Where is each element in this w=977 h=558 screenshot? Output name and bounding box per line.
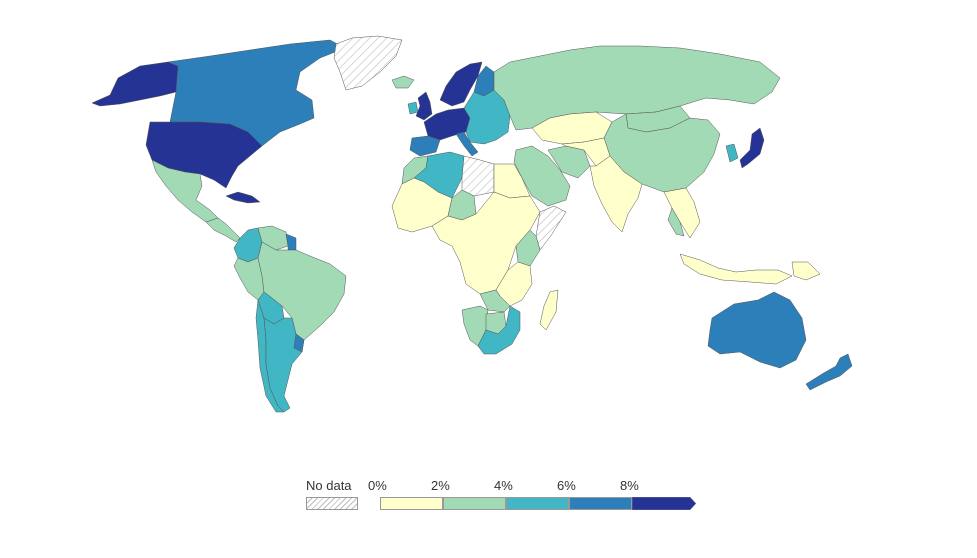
region-guyana[interactable] (285, 233, 297, 251)
legend-tick-4: 4% (494, 478, 513, 493)
region-united-kingdom[interactable] (415, 91, 433, 121)
region-argentina[interactable] (263, 317, 305, 413)
region-libya[interactable] (461, 155, 495, 197)
region-korea[interactable] (725, 143, 739, 163)
region-eastern-europe[interactable] (463, 89, 511, 145)
region-india[interactable] (589, 155, 643, 233)
region-central-america[interactable] (205, 217, 241, 243)
region-australia[interactable] (707, 291, 807, 369)
region-indonesia[interactable] (679, 253, 793, 285)
region-greenland[interactable] (333, 35, 403, 91)
region-italy[interactable] (455, 131, 479, 157)
region-south-africa[interactable] (477, 305, 521, 355)
legend-bin-2 (506, 497, 569, 510)
region-iceland[interactable] (391, 75, 415, 89)
legend-no-data-swatch (306, 497, 358, 510)
region-alaska[interactable] (91, 61, 179, 107)
legend-tick-0: 0% (368, 478, 387, 493)
region-russia[interactable] (493, 45, 781, 131)
color-legend: No data 0% 2% 4% 6% 8% (300, 476, 720, 516)
region-colombia[interactable] (233, 227, 263, 263)
region-papua-new-guinea[interactable] (791, 261, 821, 281)
legend-tick-2: 2% (431, 478, 450, 493)
region-spain[interactable] (409, 135, 441, 157)
legend-bin-4 (632, 497, 696, 510)
legend-tick-6: 6% (557, 478, 576, 493)
world-map (91, 35, 853, 413)
legend-bin-1 (443, 497, 506, 510)
region-madagascar[interactable] (539, 289, 559, 331)
region-mexico[interactable] (151, 159, 219, 223)
region-somalia[interactable] (535, 205, 567, 251)
region-cuba[interactable] (225, 191, 261, 204)
legend-bin-0 (380, 497, 443, 510)
region-ireland[interactable] (407, 101, 419, 115)
legend-no-data-label: No data (306, 478, 352, 493)
region-japan[interactable] (739, 127, 765, 169)
region-scandinavia[interactable] (439, 61, 483, 107)
legend-bin-3 (569, 497, 632, 510)
region-thailand[interactable] (667, 207, 685, 237)
legend-tick-8: 8% (620, 478, 639, 493)
region-uruguay[interactable] (293, 333, 305, 353)
world-map-svg (91, 35, 853, 413)
region-new-zealand[interactable] (805, 353, 853, 391)
region-middle-east[interactable] (513, 145, 571, 207)
